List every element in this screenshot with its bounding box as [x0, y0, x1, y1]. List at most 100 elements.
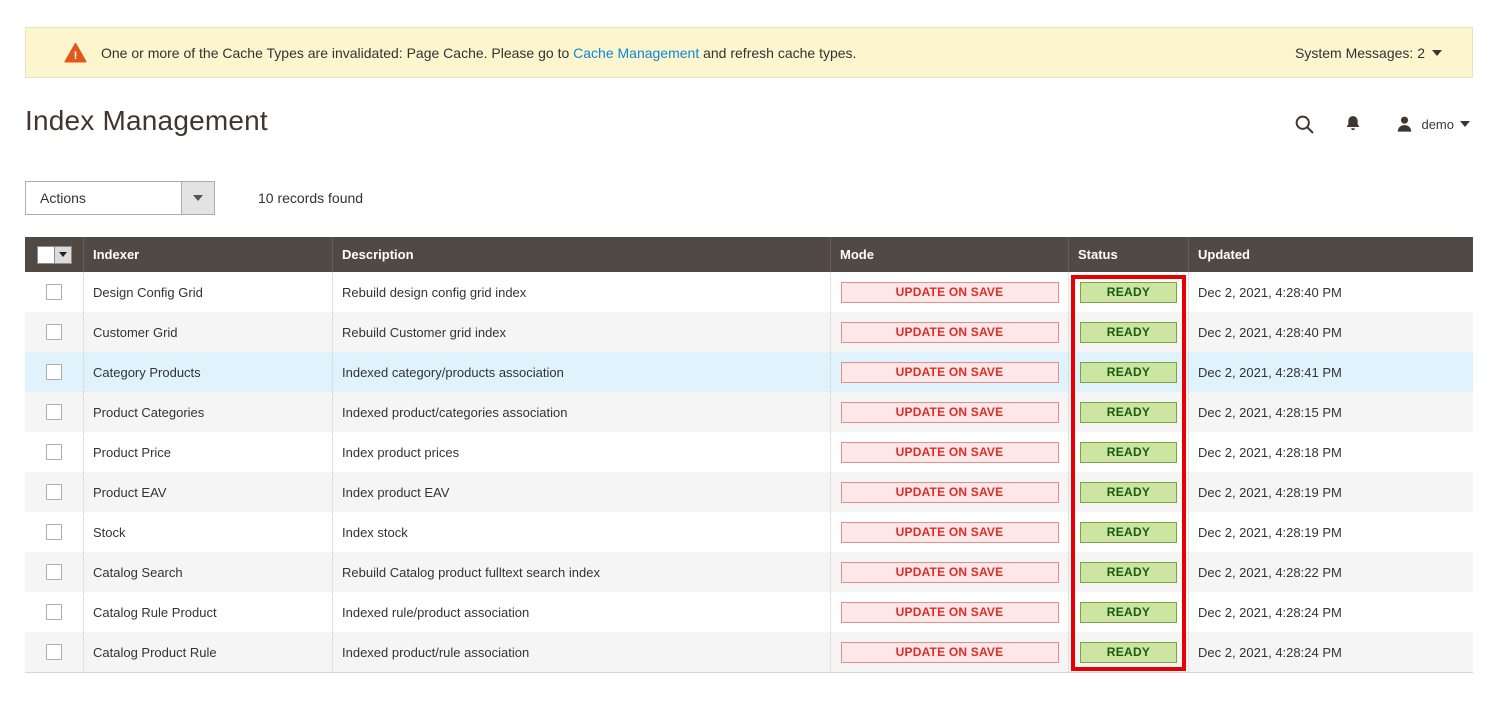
- indexer-cell: Product Price: [83, 432, 332, 472]
- row-checkbox[interactable]: [46, 524, 62, 540]
- column-header-mode: Mode: [830, 237, 1068, 272]
- column-header-status: Status: [1068, 237, 1188, 272]
- mode-cell: UPDATE ON SAVE: [830, 512, 1068, 552]
- user-menu[interactable]: demo: [1395, 115, 1470, 134]
- system-messages-count: 2: [1417, 44, 1425, 61]
- mode-badge: UPDATE ON SAVE: [840, 361, 1059, 383]
- select-all-checkbox[interactable]: [36, 245, 55, 264]
- system-messages-toggle[interactable]: System Messages: 2: [1295, 45, 1442, 61]
- status-cell: READY: [1068, 352, 1188, 392]
- description-cell: Rebuild Catalog product fulltext search …: [332, 552, 830, 592]
- status-cell: READY: [1068, 432, 1188, 472]
- mode-badge: UPDATE ON SAVE: [840, 441, 1059, 463]
- search-icon[interactable]: [1294, 114, 1315, 135]
- table-row[interactable]: Catalog Product Rule Indexed product/rul…: [25, 632, 1473, 672]
- row-checkbox[interactable]: [46, 484, 62, 500]
- user-avatar-icon: [1398, 116, 1412, 132]
- row-checkbox-cell: [25, 552, 83, 592]
- row-checkbox-cell: [25, 312, 83, 352]
- row-checkbox-cell: [25, 512, 83, 552]
- updated-cell: Dec 2, 2021, 4:28:15 PM: [1188, 392, 1473, 432]
- select-all-control[interactable]: [36, 245, 72, 264]
- banner-message-start: One or more of the Cache Types are inval…: [101, 44, 574, 61]
- row-checkbox[interactable]: [46, 444, 62, 460]
- row-checkbox-cell: [25, 352, 83, 392]
- actions-dropdown[interactable]: Actions: [25, 181, 215, 215]
- indexer-cell: Catalog Rule Product: [83, 592, 332, 632]
- column-header-indexer: Indexer: [83, 237, 332, 272]
- status-cell: READY: [1068, 632, 1188, 672]
- table-row[interactable]: Category Products Indexed category/produ…: [25, 352, 1473, 392]
- mode-badge: UPDATE ON SAVE: [840, 601, 1059, 623]
- status-badge: READY: [1080, 361, 1177, 383]
- row-checkbox[interactable]: [46, 324, 62, 340]
- row-checkbox[interactable]: [46, 604, 62, 620]
- table-row[interactable]: Design Config Grid Rebuild design config…: [25, 272, 1473, 312]
- table-header: Indexer Description Mode Status Updated: [25, 237, 1473, 272]
- indexer-grid: Indexer Description Mode Status Updated …: [25, 237, 1473, 673]
- mode-cell: UPDATE ON SAVE: [830, 472, 1068, 512]
- table-row[interactable]: Catalog Rule Product Indexed rule/produc…: [25, 592, 1473, 632]
- mode-cell: UPDATE ON SAVE: [830, 552, 1068, 592]
- mode-cell: UPDATE ON SAVE: [830, 312, 1068, 352]
- indexer-cell: Stock: [83, 512, 332, 552]
- row-checkbox-cell: [25, 632, 83, 672]
- notifications-bell-icon[interactable]: [1343, 114, 1363, 135]
- table-row[interactable]: Product Categories Indexed product/categ…: [25, 392, 1473, 432]
- indexer-cell: Design Config Grid: [83, 272, 332, 312]
- status-badge: READY: [1080, 521, 1177, 543]
- header-select-all-cell: [25, 237, 83, 272]
- row-checkbox[interactable]: [46, 564, 62, 580]
- column-header-updated: Updated: [1188, 237, 1473, 272]
- mode-badge: UPDATE ON SAVE: [840, 641, 1059, 663]
- mode-cell: UPDATE ON SAVE: [830, 592, 1068, 632]
- updated-cell: Dec 2, 2021, 4:28:18 PM: [1188, 432, 1473, 472]
- table-row[interactable]: Catalog Search Rebuild Catalog product f…: [25, 552, 1473, 592]
- updated-cell: Dec 2, 2021, 4:28:40 PM: [1188, 312, 1473, 352]
- mode-badge: UPDATE ON SAVE: [840, 281, 1059, 303]
- status-cell: READY: [1068, 472, 1188, 512]
- status-cell: READY: [1068, 312, 1188, 352]
- mode-cell: UPDATE ON SAVE: [830, 432, 1068, 472]
- actions-dropdown-arrow[interactable]: [181, 182, 214, 214]
- indexer-cell: Customer Grid: [83, 312, 332, 352]
- row-checkbox[interactable]: [46, 404, 62, 420]
- table-row[interactable]: Customer Grid Rebuild Customer grid inde…: [25, 312, 1473, 352]
- table-row[interactable]: Stock Index stock UPDATE ON SAVE READY D…: [25, 512, 1473, 552]
- banner-message-end: and refresh cache types.: [699, 44, 857, 61]
- updated-cell: Dec 2, 2021, 4:28:24 PM: [1188, 592, 1473, 632]
- row-checkbox[interactable]: [46, 364, 62, 380]
- status-badge: READY: [1080, 441, 1177, 463]
- description-cell: Indexed product/rule association: [332, 632, 830, 672]
- indexer-cell: Product EAV: [83, 472, 332, 512]
- mode-badge: UPDATE ON SAVE: [840, 561, 1059, 583]
- user-name: demo: [1421, 116, 1454, 132]
- select-all-dropdown[interactable]: [54, 245, 72, 264]
- status-cell: READY: [1068, 512, 1188, 552]
- mode-badge: UPDATE ON SAVE: [840, 481, 1059, 503]
- description-cell: Indexed product/categories association: [332, 392, 830, 432]
- cache-management-link[interactable]: Cache Management: [573, 44, 700, 61]
- row-checkbox[interactable]: [46, 284, 62, 300]
- description-cell: Rebuild Customer grid index: [332, 312, 830, 352]
- row-checkbox[interactable]: [46, 644, 62, 660]
- system-message-banner: ! One or more of the Cache Types are inv…: [25, 27, 1473, 78]
- status-badge: READY: [1080, 281, 1177, 303]
- row-checkbox-cell: [25, 392, 83, 432]
- row-checkbox-cell: [25, 272, 83, 312]
- status-badge: READY: [1080, 601, 1177, 623]
- page-title: Index Management: [25, 105, 268, 136]
- indexer-cell: Category Products: [83, 352, 332, 392]
- status-badge: READY: [1080, 641, 1177, 663]
- status-badge: READY: [1080, 401, 1177, 423]
- banner-message: One or more of the Cache Types are inval…: [101, 45, 1295, 61]
- svg-text:!: !: [74, 50, 78, 62]
- records-found: 10 records found: [258, 190, 364, 206]
- mode-cell: UPDATE ON SAVE: [830, 632, 1068, 672]
- status-cell: READY: [1068, 392, 1188, 432]
- updated-cell: Dec 2, 2021, 4:28:19 PM: [1188, 472, 1473, 512]
- table-row[interactable]: Product Price Index product prices UPDAT…: [25, 432, 1473, 472]
- updated-cell: Dec 2, 2021, 4:28:40 PM: [1188, 272, 1473, 312]
- table-row[interactable]: Product EAV Index product EAV UPDATE ON …: [25, 472, 1473, 512]
